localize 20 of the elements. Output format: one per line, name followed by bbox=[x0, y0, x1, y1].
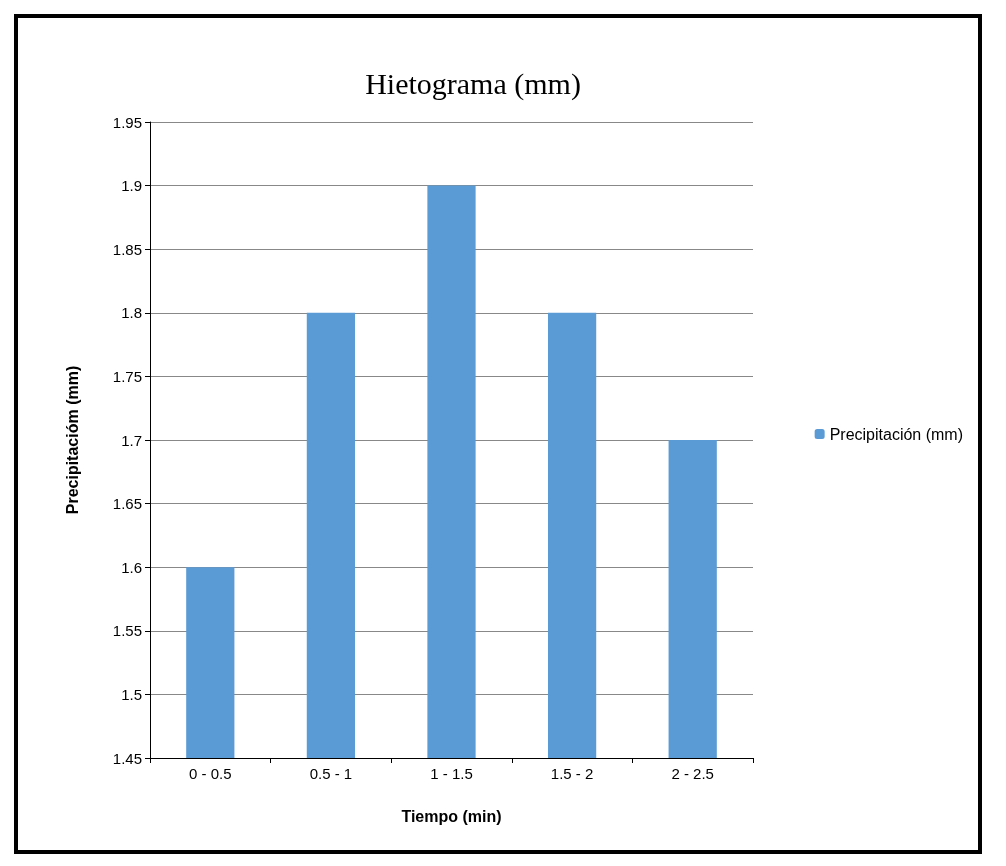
x-tick-label: 0 - 0.5 bbox=[189, 765, 232, 782]
y-tick-label: 1.5 bbox=[121, 685, 142, 703]
y-tick-label: 1.95 bbox=[112, 113, 142, 131]
y-tick-label: 1.45 bbox=[112, 749, 142, 767]
y-tick-label: 1.7 bbox=[121, 431, 142, 449]
x-tick-label: 1 - 1.5 bbox=[430, 765, 473, 782]
legend-label: Precipitación (mm) bbox=[829, 425, 963, 443]
y-tick-label: 1.65 bbox=[112, 495, 142, 513]
y-tick-label: 1.8 bbox=[121, 304, 142, 322]
y-tick-label: 1.9 bbox=[121, 177, 142, 195]
y-tick-label: 1.55 bbox=[112, 622, 142, 640]
y-tick-label: 1.6 bbox=[121, 558, 142, 576]
x-axis-title: Tiempo (min) bbox=[401, 807, 502, 825]
x-tick-label: 1.5 - 2 bbox=[550, 765, 594, 782]
x-tick-label: 0.5 - 1 bbox=[309, 765, 353, 782]
x-tick-label: 2 - 2.5 bbox=[671, 765, 714, 782]
chart-title: Hietograma (mm) bbox=[365, 66, 581, 101]
y-tick-label: 1.85 bbox=[112, 240, 142, 258]
y-axis-title: Precipitacióm (mm) bbox=[63, 365, 81, 515]
y-tick-label: 1.75 bbox=[112, 367, 142, 385]
